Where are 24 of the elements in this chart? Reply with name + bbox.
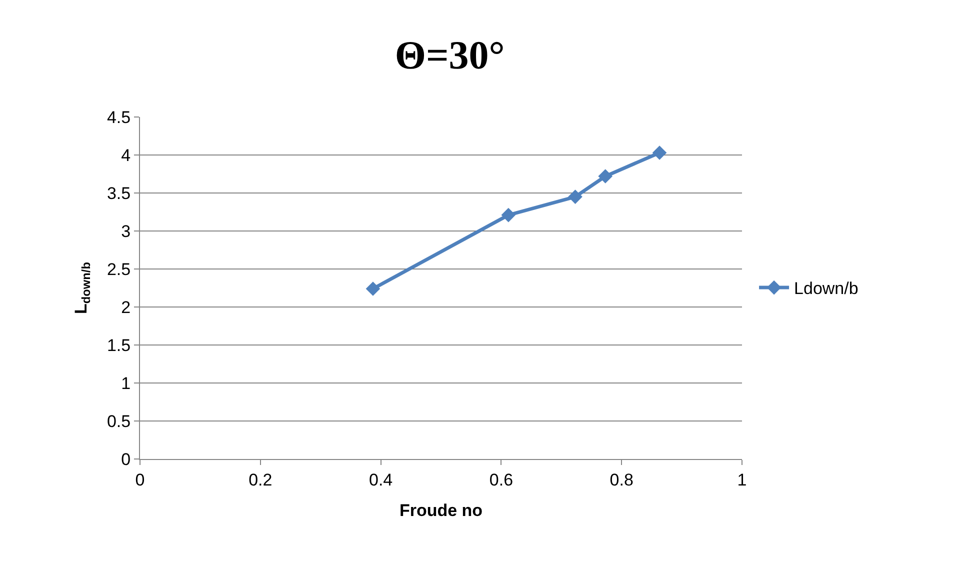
y-tick-label: 1.5 — [106, 336, 131, 355]
chart-title: Θ=30° — [394, 32, 505, 78]
point — [652, 146, 667, 160]
y-tick-label: 1 — [121, 374, 131, 393]
x-tick-label: 0.6 — [489, 470, 514, 490]
point — [568, 190, 582, 204]
point — [598, 169, 612, 184]
y-tick-label: 0.5 — [106, 412, 131, 431]
point — [501, 208, 516, 222]
x-tick-label: 0.2 — [248, 470, 272, 490]
x-tick-label: 1 — [737, 470, 747, 490]
y-tick-label: 0 — [121, 450, 131, 469]
y-tick-label: 3.5 — [106, 184, 131, 203]
y-tick-label: 4 — [121, 146, 131, 165]
y-tick-label: 4.5 — [106, 108, 131, 127]
legend-label: Ldown/b — [794, 279, 858, 298]
x-axis-title: Froude no — [399, 500, 483, 520]
x-tick-label: 0 — [135, 470, 145, 490]
x-tick-label: 0.4 — [368, 470, 393, 490]
x-tick-label: 0.8 — [610, 470, 634, 490]
point — [366, 282, 380, 296]
y-tick-label: 3 — [121, 222, 131, 241]
y-tick-label: 2 — [121, 298, 131, 317]
y-tick-label: 2.5 — [106, 260, 131, 279]
